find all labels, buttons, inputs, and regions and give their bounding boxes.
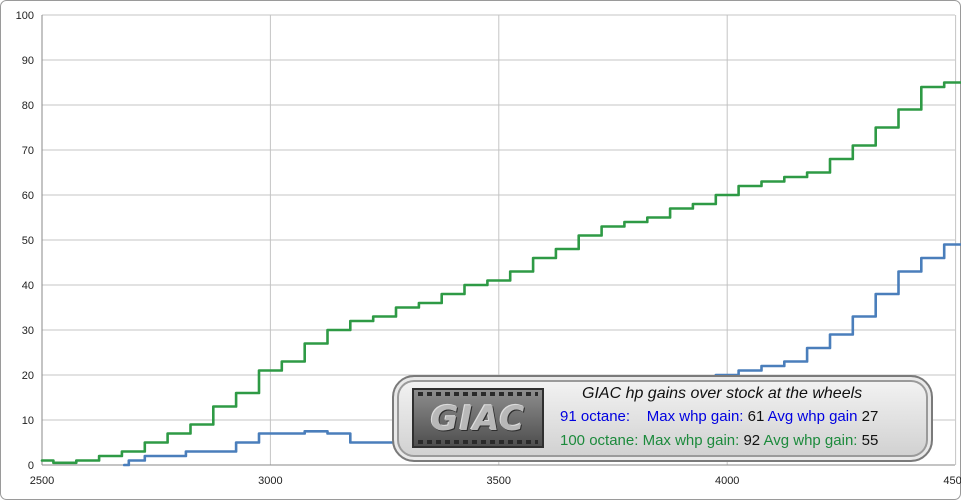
y-tick-label: 40 (22, 280, 34, 292)
legend-max-label: Max whp gain: (642, 432, 740, 449)
y-tick-label: 70 (22, 145, 34, 157)
y-tick-label: 100 (16, 10, 34, 22)
y-tick-label: 0 (28, 460, 34, 472)
legend-avg-label: Avg whp gain (767, 408, 858, 425)
y-tick-label: 20 (22, 370, 34, 382)
legend-max-value: 61 (747, 408, 765, 425)
legend-avg-value: 27 (861, 408, 879, 425)
axes (41, 15, 955, 466)
x-tick-label: 3500 (487, 475, 511, 487)
y-tick-label: 80 (22, 100, 34, 112)
legend-title: GIAC hp gains over stock at the wheels (582, 385, 863, 402)
legend-row-100-octane: 100 octane: Max whp gain: 92 Avg whp gai… (560, 432, 878, 449)
legend-avg-value: 55 (861, 432, 879, 449)
tick-labels: 0 10 20 30 40 50 60 70 80 90 100 2500 3000 3500 4000 45… (16, 10, 961, 487)
legend-row-91-octane: 91 octane: Max whp gain: 61 Avg whp gain… (560, 408, 878, 425)
y-tick-label: 60 (22, 190, 34, 202)
series-line-100-octane (40, 81, 961, 465)
legend-octane-label: 100 octane: (560, 432, 639, 449)
x-tick-label: 2500 (30, 475, 54, 487)
legend-box: GIAC GIAC hp gains over stock at the whe… (392, 375, 933, 462)
giac-logo-text: GIAC (430, 399, 526, 439)
y-tick-label: 30 (22, 325, 34, 337)
legend-max-value: 92 (743, 432, 761, 449)
y-tick-label: 50 (22, 235, 34, 247)
y-tick-label: 90 (22, 55, 34, 67)
x-tick-label: 4000 (715, 475, 739, 487)
x-tick-label: 4500 (943, 475, 961, 487)
legend-octane-label: 91 octane: (560, 408, 631, 425)
giac-logo: GIAC (412, 388, 544, 448)
legend-max-label: Max whp gain: (646, 408, 744, 425)
y-tick-label: 10 (22, 415, 34, 427)
legend-avg-label: Avg whp gain: (763, 432, 858, 449)
x-tick-label: 3000 (258, 475, 282, 487)
